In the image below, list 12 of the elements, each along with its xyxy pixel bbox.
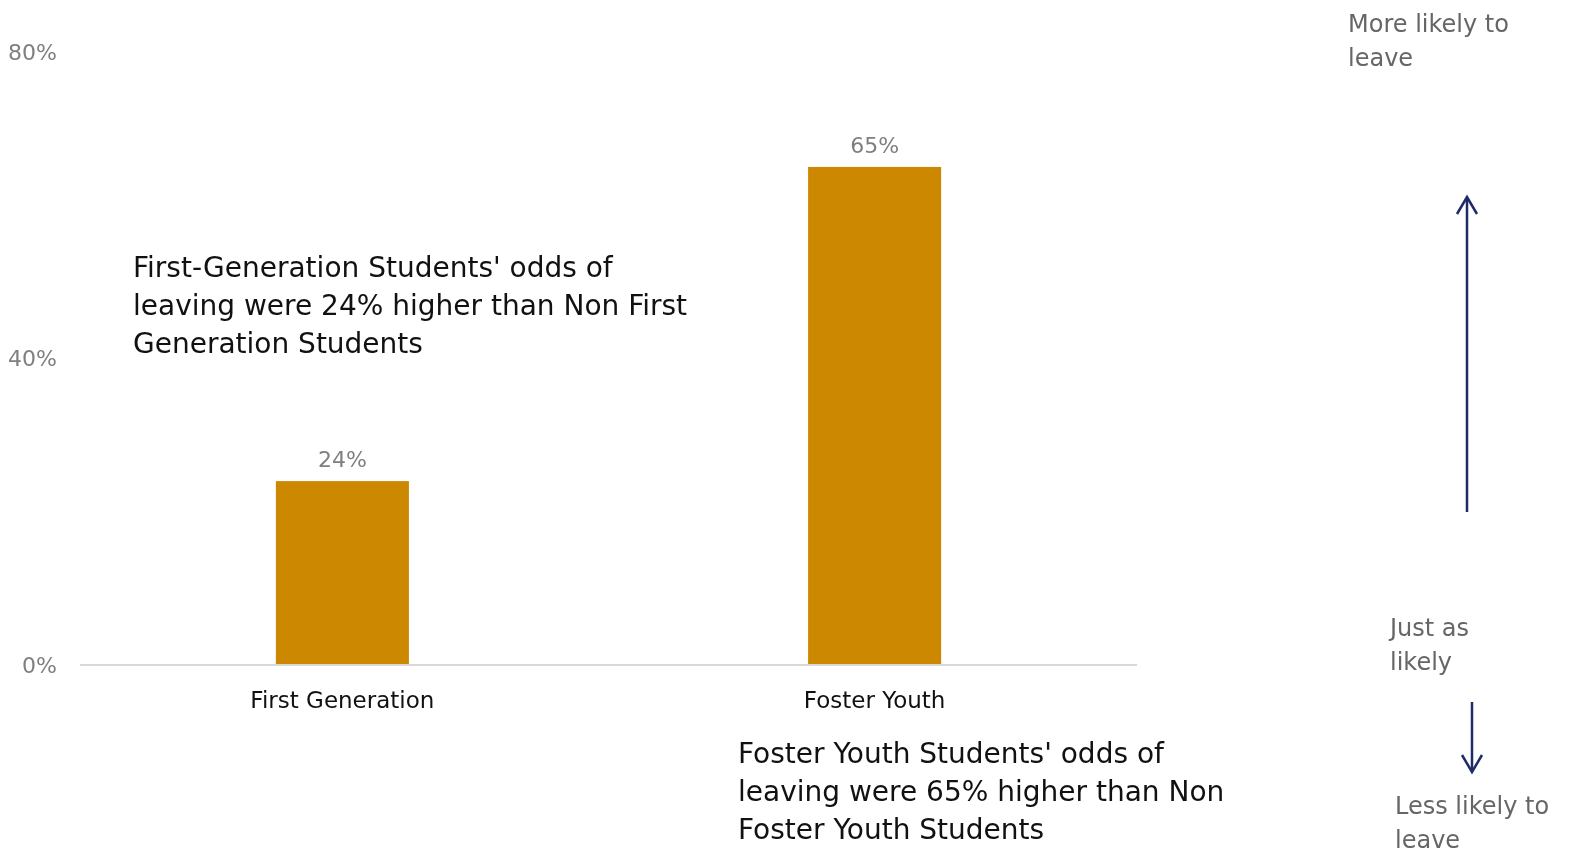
annotation: First-Generation Students' odds of leaving were 24% higher than Non First Generation Students <box>133 251 688 360</box>
y-tick-label: 0% <box>22 652 57 678</box>
x-tick-label: First Generation <box>250 687 435 713</box>
text: Foster Youth Students' odds of leaving were 65% higher than Non Foster Youth Students <box>738 737 1225 846</box>
data-label: 24% <box>317 447 367 473</box>
data-label: 65% <box>850 132 900 158</box>
text: Less likely to leave <box>1395 792 1550 854</box>
text: Just as likely <box>1388 614 1470 676</box>
y-tick-label: 80% <box>8 39 57 65</box>
y-tick-label: 40% <box>8 346 57 372</box>
x-tick-label: Foster Youth <box>803 687 946 713</box>
text: More likely to leave <box>1348 10 1509 72</box>
